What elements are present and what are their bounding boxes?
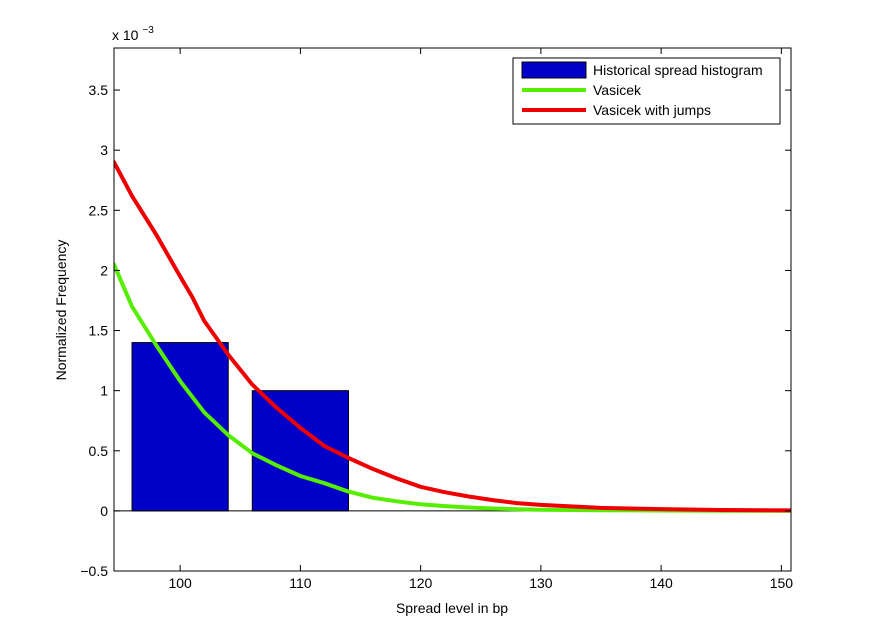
y-tick-label: 3.5	[89, 82, 109, 98]
y-axis-label: Normalized Frequency	[53, 240, 69, 381]
legend-entry-label: Vasicek	[593, 82, 642, 98]
y-tick-label: 0.5	[89, 443, 109, 459]
y-tick-label: 2.5	[89, 202, 109, 218]
y-tick-label: 1.5	[89, 323, 109, 339]
y-tick-label: 0	[100, 503, 108, 519]
histogram-bar	[131, 342, 229, 512]
axes-box	[113, 47, 792, 572]
y-multiplier: x 10 −3	[112, 25, 154, 43]
x-tick-label: 150	[770, 575, 794, 591]
y-tick-label: −0.5	[80, 563, 108, 579]
bars-layer	[114, 342, 791, 512]
y-tick-label: 2	[100, 262, 108, 278]
y-multiplier-exponent: −3	[142, 25, 154, 36]
y-tick-label: 3	[100, 142, 108, 158]
x-axis-label: Spread level in bp	[396, 600, 508, 616]
x-tick-label: 140	[649, 575, 673, 591]
legend-entry-label: Vasicek with jumps	[593, 102, 711, 118]
x-tick-label: 130	[529, 575, 553, 591]
x-tick-label: 100	[168, 575, 192, 591]
legend-swatch-bar	[521, 61, 587, 79]
y-multiplier-base: x 10	[112, 27, 139, 43]
x-tick-label: 110	[289, 575, 312, 591]
y-tick-label: 1	[100, 383, 108, 399]
legend-entry-label: Historical spread histogram	[593, 62, 763, 78]
series-line-2	[114, 160, 791, 513]
lines-layer	[114, 160, 791, 513]
ticks-layer: 100 110 120 130 140 150 −0.5 0 0.5 1 1.5 2 2.5 3 3.5	[80, 48, 793, 591]
legend: Historical spread histogram Vasicek Vasice…	[512, 57, 781, 125]
series-line-1	[114, 262, 791, 513]
x-tick-label: 120	[409, 575, 433, 591]
axes-layer	[113, 47, 792, 572]
